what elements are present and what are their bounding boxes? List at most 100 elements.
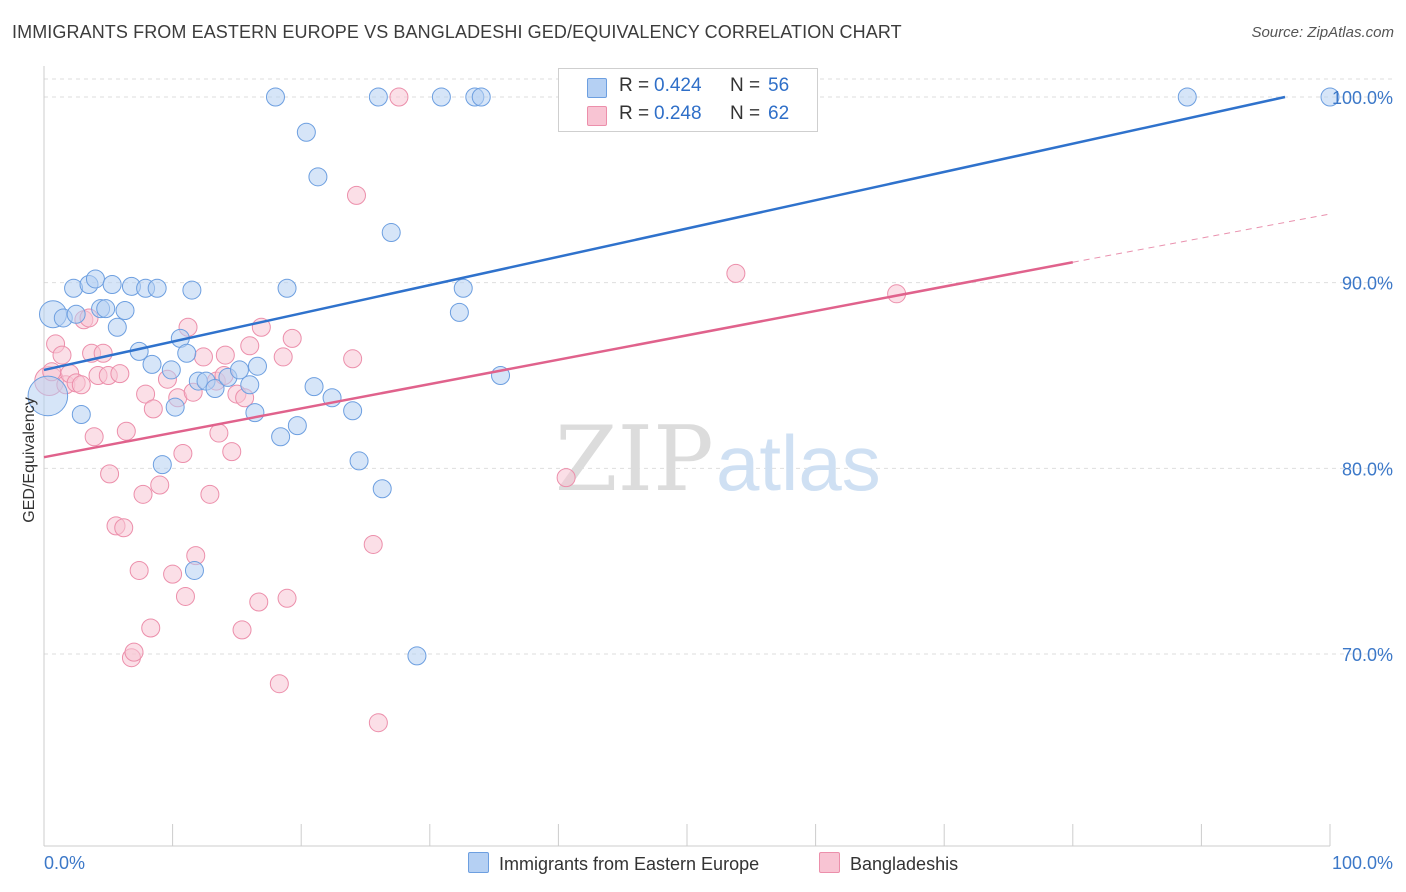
eastern-europe-point [287, 416, 307, 436]
bangladeshis-point [240, 336, 260, 356]
r-label: R = [619, 103, 650, 124]
eastern-europe-point [431, 87, 451, 107]
eastern-europe-point [27, 375, 69, 417]
eastern-europe-point [205, 378, 225, 398]
x-tick-label: 100.0% [1332, 853, 1393, 873]
n-label: N = [730, 75, 761, 96]
eastern-europe-point [1177, 87, 1197, 107]
bangladeshis-point [124, 642, 144, 662]
y-tick-label: 70.0% [1342, 645, 1393, 665]
bangladeshis-point [389, 87, 409, 107]
bangladeshis-point [232, 620, 252, 640]
series-eastern-europe [27, 87, 1340, 666]
bangladeshis-point [193, 347, 213, 367]
legend-swatch-bangladeshis [819, 852, 840, 873]
bangladeshis-point [141, 618, 161, 638]
legend-item-eastern-europe[interactable]: Immigrants from Eastern Europe [468, 852, 759, 875]
bangladeshis-point [116, 421, 136, 441]
bangladeshis-point [222, 442, 242, 462]
bangladeshis-point [136, 384, 156, 404]
bangladeshis-point [71, 375, 91, 395]
bangladeshis-point [84, 427, 104, 447]
bangladeshis-point [368, 713, 388, 733]
legend-label-bangladeshis: Bangladeshis [850, 854, 959, 874]
legend-item-bangladeshis[interactable]: Bangladeshis [819, 852, 958, 875]
trend-line-bangladeshis-extension [1072, 213, 1331, 263]
legend-label-eastern-europe: Immigrants from Eastern Europe [499, 854, 760, 874]
eastern-europe-point [1320, 87, 1340, 107]
eastern-europe-point [115, 301, 135, 321]
bangladeshis-point [175, 586, 195, 606]
eastern-europe-point [304, 377, 324, 397]
tick-labels: 70.0% 80.0% 90.0% 100.0% 0.0% 100.0% [44, 88, 1393, 873]
bangladeshis-point [277, 588, 297, 608]
bangladeshis-point [343, 349, 363, 369]
eastern-europe-point [349, 451, 369, 471]
eastern-europe-point [471, 87, 491, 107]
trend-line-eastern-europe [43, 95, 1286, 372]
bangladeshis-point [249, 592, 269, 612]
y-tick-label: 80.0% [1342, 459, 1393, 479]
eastern-europe-point [71, 404, 91, 424]
stat-swatch-eastern-europe [587, 78, 607, 98]
bangladeshis-point [129, 560, 149, 580]
source-credit: Source: ZipAtlas.com [1251, 24, 1394, 41]
eastern-europe-point [142, 354, 162, 374]
bangladeshis-point [209, 423, 229, 443]
eastern-europe-point [381, 223, 401, 243]
eastern-europe-point [277, 278, 297, 298]
bangladeshis-point [150, 475, 170, 495]
bangladeshis-point [163, 564, 183, 584]
watermark-atlas: atlas [716, 419, 881, 507]
bangladeshis-point [110, 364, 130, 384]
bangladeshis-point [114, 518, 134, 538]
watermark: ZIP atlas [555, 407, 881, 512]
n-value: 56 [768, 75, 790, 96]
eastern-europe-point [449, 302, 469, 322]
eastern-europe-point [161, 360, 181, 380]
eastern-europe-point [407, 646, 427, 666]
eastern-europe-point [182, 280, 202, 300]
bangladeshis-point [52, 345, 72, 365]
n-value: 62 [768, 103, 790, 124]
bangladeshis-point [273, 347, 293, 367]
eastern-europe-point [229, 360, 249, 380]
r-value: 0.248 [654, 103, 702, 124]
eastern-europe-point [165, 397, 185, 417]
eastern-europe-point [85, 269, 105, 289]
bangladeshis-point [556, 468, 576, 488]
chart-title: IMMIGRANTS FROM EASTERN EUROPE VS BANGLA… [12, 22, 902, 42]
trend-lines [43, 95, 1331, 459]
stat-row-bangladeshis: R = 0.248 N = 62 [559, 101, 817, 129]
bangladeshis-point [133, 484, 153, 504]
correlation-stats-box: R = 0.424 N = 56 R = 0.248 N = 62 [558, 68, 818, 132]
eastern-europe-point [368, 87, 388, 107]
eastern-europe-point [184, 560, 204, 580]
eastern-europe-point [66, 304, 86, 324]
legend-swatch-eastern-europe [468, 852, 489, 873]
eastern-europe-point [96, 299, 116, 319]
bangladeshis-point [269, 674, 289, 694]
r-value: 0.424 [654, 75, 702, 96]
y-tick-label: 100.0% [1332, 88, 1393, 108]
eastern-europe-point [308, 167, 328, 187]
stat-row-eastern-europe: R = 0.424 N = 56 [559, 73, 817, 101]
series-bangladeshis [34, 87, 907, 733]
watermark-zip: ZIP [555, 407, 714, 512]
eastern-europe-point [271, 427, 291, 447]
eastern-europe-point [177, 343, 197, 363]
bangladeshis-point [100, 464, 120, 484]
eastern-europe-point [147, 278, 167, 298]
bangladeshis-point [215, 345, 235, 365]
eastern-europe-point [453, 278, 473, 298]
eastern-europe-point [240, 375, 260, 395]
bangladeshis-point [200, 484, 220, 504]
trend-line-bangladeshis [43, 261, 1074, 459]
eastern-europe-point [152, 455, 172, 475]
bangladeshis-point [726, 263, 746, 283]
stat-swatch-bangladeshis [587, 106, 607, 126]
y-axis-label: GED/Equivalency [21, 397, 38, 523]
eastern-europe-point [102, 275, 122, 295]
bangladeshis-point [282, 328, 302, 348]
